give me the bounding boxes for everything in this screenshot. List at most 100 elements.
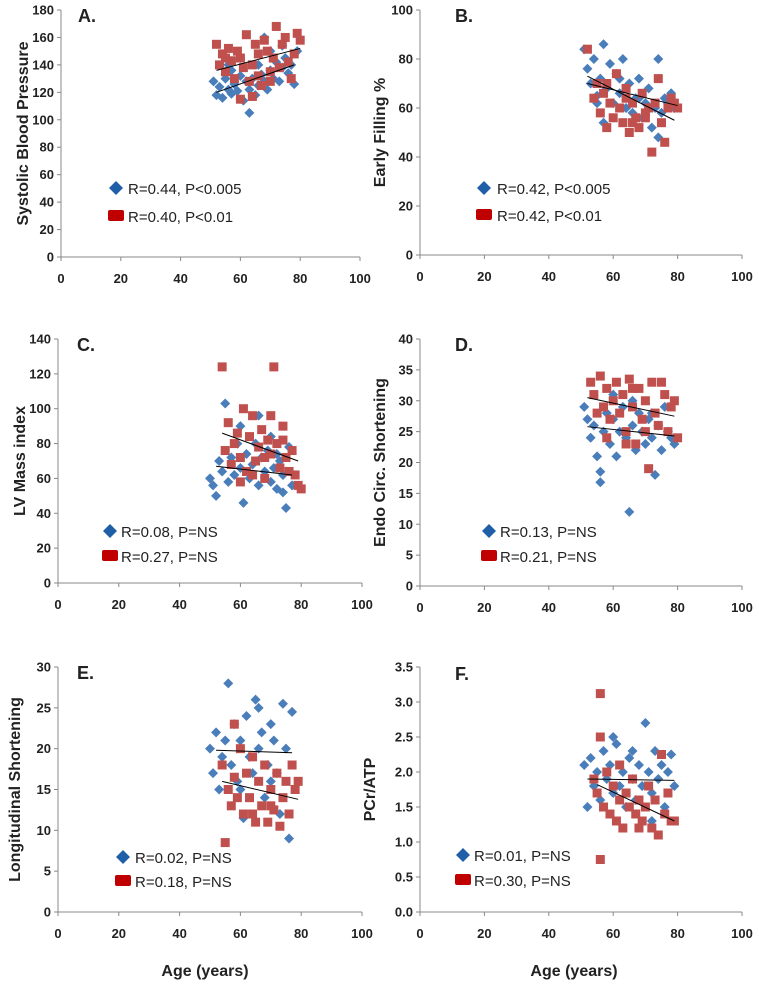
x-tick-label: 60	[233, 597, 247, 612]
y-tick-label: 10	[37, 823, 51, 838]
data-point-red	[650, 795, 660, 805]
data-point-red	[595, 108, 605, 118]
data-point-red	[657, 118, 666, 128]
y-tick-label: 25	[37, 700, 51, 715]
data-point-red	[278, 793, 288, 803]
data-point-red	[605, 414, 615, 424]
data-point-red	[266, 449, 276, 459]
data-point-red	[220, 838, 230, 848]
data-point-red	[611, 816, 621, 826]
data-point-red	[232, 793, 242, 803]
data-point-blue	[208, 768, 219, 779]
data-point-red	[274, 63, 284, 73]
data-point-red	[281, 453, 291, 463]
legend-marker-red	[476, 209, 492, 220]
legend-label-red: R=0.30, P=NS	[474, 873, 571, 890]
data-point-red	[244, 76, 254, 86]
data-point-red	[265, 67, 275, 77]
data-point-red	[235, 477, 245, 487]
panel-letter: F.	[455, 664, 469, 684]
legend-label-blue: R=0.13, P=NS	[500, 524, 597, 541]
data-point-red	[263, 435, 273, 445]
data-point-red	[595, 371, 605, 381]
data-point-red	[621, 83, 631, 93]
x-tick-label: 40	[542, 600, 556, 615]
data-point-red	[289, 49, 299, 59]
data-point-red	[235, 53, 245, 63]
data-point-blue	[208, 76, 219, 87]
data-point-blue	[235, 784, 246, 795]
x-tick-label: 80	[293, 271, 307, 286]
y-tick-label: 20	[37, 541, 51, 556]
y-tick-label: 20	[40, 222, 54, 237]
y-tick-label: 40	[399, 332, 413, 347]
x-tick-label: 60	[606, 269, 620, 284]
y-tick-label: 100	[32, 112, 54, 127]
data-point-red	[631, 809, 641, 819]
legend-marker-red	[455, 874, 471, 885]
data-point-blue	[211, 727, 222, 738]
data-point-blue	[588, 420, 599, 431]
y-tick-label: 5	[406, 548, 413, 563]
data-point-red	[602, 79, 612, 88]
trend-line-red	[596, 784, 675, 822]
data-point-red	[226, 56, 236, 66]
data-point-blue	[256, 727, 267, 738]
data-point-blue	[579, 760, 590, 770]
data-point-red	[235, 744, 245, 754]
data-point-blue	[208, 480, 219, 491]
data-point-red	[605, 809, 615, 819]
data-point-blue	[643, 767, 654, 777]
y-tick-label: 40	[40, 195, 54, 210]
x-tick-label: 20	[477, 926, 491, 941]
data-point-red	[605, 98, 615, 108]
legend: R=0.02, P=NS R=0.18, P=NS	[115, 850, 232, 891]
data-point-red	[262, 46, 272, 56]
data-point-red	[278, 435, 288, 445]
legend: R=0.44, P<0.005 R=0.40, P<0.01	[108, 181, 241, 226]
data-point-red	[293, 776, 303, 786]
data-point-red	[644, 103, 654, 113]
data-point-blue	[656, 445, 667, 456]
trend-line-blue	[216, 64, 295, 93]
y-tick-label: 5	[44, 864, 51, 879]
data-point-blue	[223, 678, 234, 689]
y-axis-title: Endo Circ. Shortening	[372, 378, 389, 547]
x-tick-label: 80	[670, 926, 684, 941]
data-point-red	[650, 98, 660, 108]
data-point-red	[260, 473, 270, 483]
data-point-red	[247, 60, 257, 70]
data-point-red	[226, 459, 236, 469]
data-point-red	[211, 39, 221, 49]
data-point-red	[257, 425, 267, 435]
data-point-red	[229, 772, 239, 782]
x-tick-label: 100	[349, 271, 371, 286]
data-point-red	[660, 390, 670, 400]
data-point-blue	[205, 473, 215, 484]
y-tick-label: 120	[29, 366, 51, 381]
legend-label-red: R=0.18, P=NS	[135, 874, 232, 891]
data-point-blue	[653, 774, 664, 784]
data-point-red	[640, 113, 650, 123]
x-tick-label: 60	[606, 600, 620, 615]
data-point-red	[599, 402, 609, 412]
legend-marker-blue	[477, 181, 491, 195]
data-point-red	[666, 402, 676, 412]
data-point-blue	[220, 735, 231, 746]
data-point-red	[257, 801, 267, 811]
data-point-red	[637, 414, 647, 424]
x-tick-label: 80	[670, 269, 684, 284]
x-tick-label: 20	[477, 600, 491, 615]
y-tick-label: 160	[32, 30, 54, 45]
data-point-red	[284, 809, 294, 819]
data-point-red	[286, 74, 296, 84]
legend-marker-red	[108, 210, 124, 221]
y-tick-label: 35	[399, 362, 413, 377]
data-point-blue	[611, 451, 622, 462]
data-point-red	[615, 795, 625, 805]
data-point-red	[595, 689, 605, 699]
data-point-red	[229, 719, 239, 729]
x-tick-label: 20	[477, 269, 491, 284]
panel-letter: B.	[455, 6, 473, 26]
